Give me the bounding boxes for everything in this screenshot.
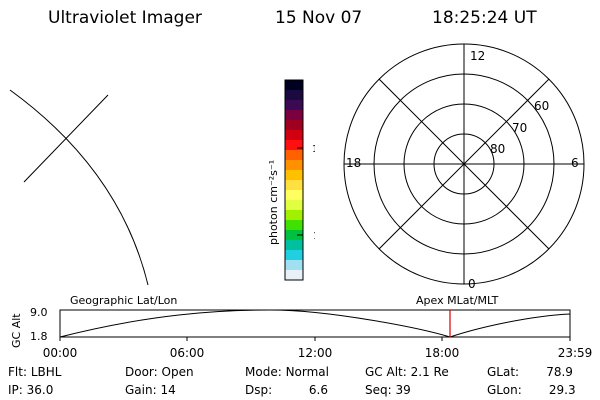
polar-diagonal-2 (378, 78, 550, 250)
mlt-label-18: 18 (346, 156, 361, 170)
gain-field: Gain: 14 (125, 383, 176, 397)
dsp-label: Dsp: (245, 383, 273, 397)
seq-value: 39 (395, 383, 411, 397)
ip-field: IP: 36.0 (8, 383, 53, 397)
instrument-title: Ultraviolet Imager (48, 8, 202, 28)
longitude-line (23, 94, 109, 183)
strip-x-tick-label-1200: 12:00 (298, 346, 333, 360)
mlt-label-6: 6 (571, 156, 579, 170)
door-field: Door: Open (125, 365, 194, 379)
color-scale-cell (285, 200, 303, 211)
strip-frame (59, 309, 571, 338)
observation-time: 18:25:24 UT (432, 8, 537, 28)
color-scale-cell (285, 170, 303, 181)
mlt-label-12: 12 (470, 49, 485, 63)
colorbar-tick-label-10: 10 (313, 231, 315, 242)
strip-right-title: Apex MLat/MLT (416, 294, 499, 307)
door-label: Door: (125, 365, 158, 379)
mlat-label-60: 60 (534, 99, 549, 113)
glat-label: GLat: (487, 365, 520, 379)
color-scale-cell (285, 220, 303, 231)
orbit-altitude-strip: GC Alt 9.0 1.8 00:00 06:00 12:00 18:00 2… (10, 306, 593, 360)
ip-label: IP: (8, 383, 23, 397)
color-scale-cell (285, 120, 303, 131)
strip-y-axis-label: GC Alt (10, 313, 23, 348)
latitude-arc (9, 89, 149, 286)
color-scale-cell (285, 210, 303, 221)
colorbar-tick-label-100: 100 (312, 144, 315, 155)
glon-field: GLon: 29.3 (487, 383, 576, 397)
gc-alt-label: GC Alt: (365, 365, 407, 379)
ip-value: 36.0 (26, 383, 54, 397)
filter-value: LBHL (30, 365, 62, 379)
filter-label: Flt: (8, 365, 27, 379)
glon-label: GLon: (487, 383, 522, 397)
mode-value: Normal (285, 365, 329, 379)
color-scale-cell (285, 240, 303, 251)
gain-value: 14 (160, 383, 176, 397)
color-scale-cell (285, 180, 303, 191)
door-value: Open (161, 365, 194, 379)
seq-field: Seq: 39 (365, 383, 411, 397)
strip-x-tick-label-0000: 00:00 (43, 346, 78, 360)
geographic-grid-panel (9, 89, 149, 286)
dsp-value: 6.6 (308, 383, 328, 397)
color-scale-cell (285, 110, 303, 121)
color-scale-cell (285, 140, 303, 151)
strip-x-tick-label-1800: 18:00 (425, 346, 460, 360)
filter-field: Flt: LBHL (8, 365, 61, 379)
mode-field: Mode: Normal (245, 365, 329, 379)
strip-y-tick-label-low: 1.8 (30, 330, 48, 343)
glat-field: GLat: 78.9 (487, 365, 573, 379)
color-scale-cell (285, 100, 303, 111)
strip-left-title: Geographic Lat/Lon (70, 294, 178, 307)
polar-mlat-mlt-plot: 12 18 6 0 60 70 80 (343, 43, 585, 291)
mlat-label-80: 80 (490, 142, 505, 156)
color-scale-cell (285, 160, 303, 171)
gain-label: Gain: (125, 383, 157, 397)
colorbar-unit-label: photon cm⁻²s⁻¹ (267, 160, 280, 245)
color-scale-cell (285, 90, 303, 101)
glon-value: 29.3 (548, 383, 576, 397)
color-scale-cell (285, 130, 303, 141)
glat-value: 78.9 (546, 365, 573, 379)
gc-alt-field: GC Alt: 2.1 Re (365, 365, 449, 379)
color-scale-frame (284, 79, 304, 281)
color-scale-cell (285, 150, 303, 161)
strip-x-tick-label-2359: 23:59 (558, 346, 593, 360)
color-scale-cell (285, 270, 303, 281)
strip-y-tick-label-high: 9.0 (30, 306, 48, 319)
color-scale-cell (285, 190, 303, 201)
observation-date: 15 Nov 07 (275, 8, 363, 28)
mlat-label-70: 70 (512, 121, 527, 135)
mode-label: Mode: (245, 365, 282, 379)
color-scale-bar: 100 10 photon cm⁻²s⁻¹ (267, 79, 315, 281)
altitude-curve (59, 309, 571, 338)
mlt-label-0: 0 (468, 277, 476, 291)
strip-x-tick-label-0600: 06:00 (170, 346, 205, 360)
color-scale-cell (285, 250, 303, 261)
gc-alt-value: 2.1 Re (410, 365, 449, 379)
color-scale-cell (285, 80, 303, 91)
dsp-field: Dsp: 6.6 (245, 383, 328, 397)
color-scale-cell (285, 260, 303, 271)
color-scale-cell (285, 230, 303, 241)
seq-label: Seq: (365, 383, 392, 397)
